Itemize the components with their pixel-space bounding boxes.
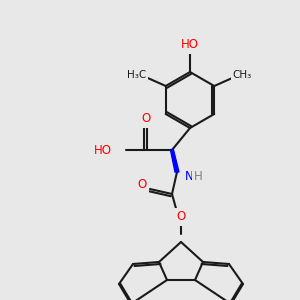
Text: O: O [141, 112, 151, 125]
Text: O: O [137, 178, 147, 191]
Text: O: O [176, 211, 186, 224]
Text: HO: HO [181, 38, 199, 52]
Text: H: H [194, 169, 202, 182]
Text: N: N [184, 169, 194, 182]
Text: HO: HO [94, 143, 112, 157]
Text: CH₃: CH₃ [232, 70, 252, 80]
Text: H₃C: H₃C [127, 70, 146, 80]
Polygon shape [170, 150, 179, 172]
